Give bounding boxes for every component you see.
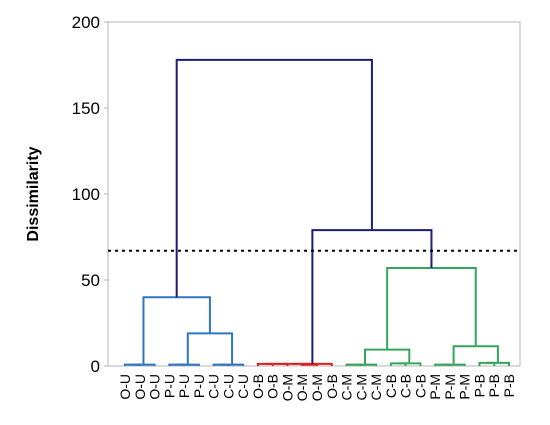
leaf-label: C-U (235, 374, 251, 399)
dendrogram-link (452, 345, 499, 365)
leaf-label: P-M (442, 374, 458, 400)
leaf-label: P-M (457, 374, 473, 400)
y-axis-ticks: 0 50 100 150 200 (72, 13, 108, 376)
y-tick-label: 50 (81, 271, 100, 290)
leaf-label: O-U (117, 374, 133, 400)
dendrogram-link (442, 363, 466, 366)
dendrogram-link (175, 58, 373, 298)
dendrogram-link (364, 348, 411, 365)
leaf-labels: O-UO-UO-UP-UP-UP-UC-UC-UC-UO-BO-BO-MO-MO… (117, 374, 517, 401)
leaf-label: O-U (132, 374, 148, 400)
dendrogram-link (311, 229, 433, 364)
dendrogram-link (176, 363, 200, 366)
y-tick-label: 100 (72, 185, 100, 204)
leaf-label: O-U (147, 374, 163, 400)
y-tick-label: 150 (72, 99, 100, 118)
y-axis-title: Dissimilarity (25, 146, 42, 241)
leaf-label: C-M (339, 374, 355, 400)
dendrogram-link (398, 362, 422, 366)
leaf-label: P-B (501, 374, 517, 397)
dendrogram-link (256, 362, 274, 366)
leaf-label: P-U (191, 374, 207, 398)
dendrogram-link (386, 266, 477, 350)
leaf-label: P-M (427, 374, 443, 400)
leaf-label: P-B (486, 374, 502, 397)
dendrogram-link (221, 363, 245, 366)
leaf-label: O-M (279, 374, 295, 401)
dendrogram-link (186, 332, 234, 365)
leaf-label: C-U (206, 374, 222, 399)
dendrogram-link (486, 361, 510, 366)
leaf-label: O-M (309, 374, 325, 401)
dendrogram-link (389, 362, 407, 366)
plot-frame (107, 21, 521, 367)
leaf-label: P-U (176, 374, 192, 398)
y-tick-label: 0 (91, 357, 100, 376)
dendrogram-links (124, 58, 510, 366)
leaf-label: C-U (220, 374, 236, 399)
leaf-label: O-B (324, 374, 340, 399)
leaf-label: P-U (161, 374, 177, 398)
dendrogram-link (293, 362, 333, 366)
leaf-label: C-B (412, 374, 428, 398)
dendrogram-link (142, 296, 211, 365)
dendrogram-link (132, 363, 156, 366)
leaf-label: C-M (368, 374, 384, 400)
leaf-label: C-M (353, 374, 369, 400)
y-tick-label: 200 (72, 13, 100, 32)
leaf-label: C-B (383, 374, 399, 398)
leaf-label: O-B (250, 374, 266, 399)
leaf-label: O-B (265, 374, 281, 399)
dendrogram-link (353, 363, 378, 366)
leaf-label: C-B (398, 374, 414, 398)
leaf-label: O-M (294, 374, 310, 401)
leaf-label: P-B (471, 374, 487, 397)
